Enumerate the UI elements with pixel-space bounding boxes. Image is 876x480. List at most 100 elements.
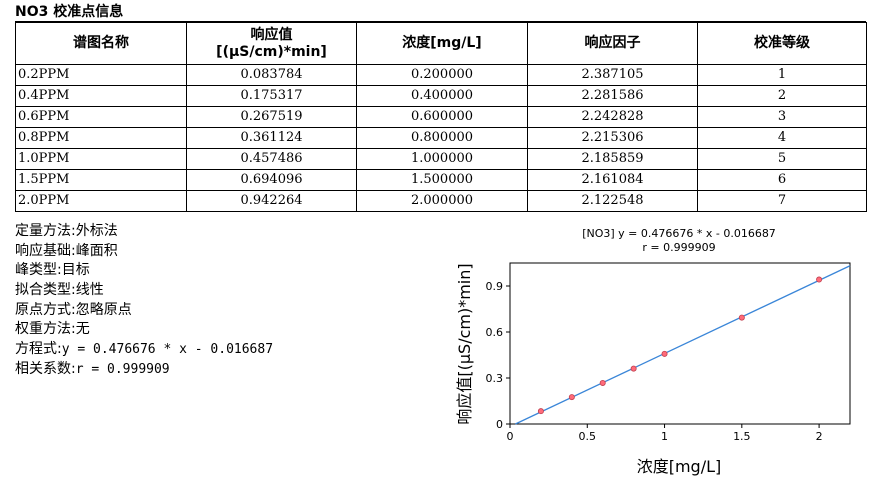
info-value: 目标: [61, 262, 90, 279]
y-axis-title: 响应值[(μS/cm)*min]: [455, 263, 474, 424]
cell-concentration: 0.800000: [356, 127, 528, 149]
cell-calibration-level: 1: [697, 64, 867, 86]
data-point: [568, 394, 575, 401]
cell-concentration: 0.600000: [356, 106, 528, 128]
y-tick-label: 0.3: [486, 372, 504, 385]
info-value: y = 0.476676 * x - 0.016687: [61, 342, 274, 358]
cell-chromatogram-name: 1.5PPM: [15, 169, 187, 191]
info-value: 忽略原点: [75, 301, 132, 318]
info-value: 线性: [75, 282, 104, 299]
cell-response: 0.361124: [186, 127, 357, 149]
table-body: 0.2PPM 0.083784 0.200000 2.387105 1 0.4PPM 0.1…: [15, 64, 867, 212]
info-fit-type: 拟合类型:线性: [15, 281, 273, 301]
calibration-curve-chart: [NO3] y = 0.476676 * x - 0.016687 r = 0.…: [455, 227, 851, 476]
x-tick-label: 0: [507, 430, 514, 443]
cell-chromatogram-name: 2.0PPM: [15, 190, 187, 212]
header-response-factor: 响应因子: [527, 22, 698, 65]
info-label: 相关系数:: [15, 360, 76, 377]
data-point: [599, 379, 606, 386]
header-response-label: 响应值: [250, 26, 293, 43]
x-tick-label: 2: [816, 430, 823, 443]
calibration-info: 定量方法:外标法 响应基础:峰面积 峰类型:目标 拟合类型:线性 原点方式:忽略…: [15, 222, 273, 380]
cell-concentration: 0.400000: [356, 85, 528, 107]
info-label: 原点方式:: [15, 301, 76, 318]
cell-calibration-level: 4: [697, 127, 867, 149]
data-point: [738, 314, 745, 321]
cell-chromatogram-name: 0.2PPM: [15, 64, 187, 86]
plot-frame: [509, 262, 851, 425]
table-row: 0.6PPM 0.267519 0.600000 2.242828 3: [15, 106, 867, 128]
x-tick-label: 0.5: [579, 430, 597, 443]
x-axis-title: 浓度[mg/L]: [637, 457, 722, 476]
fit-line: [515, 265, 851, 425]
cell-response: 0.267519: [186, 106, 357, 128]
header-response: 响应值 [(μS/cm)*min]: [186, 22, 357, 65]
info-value: 峰面积: [75, 242, 118, 259]
header-response-unit: [(μS/cm)*min]: [216, 43, 327, 60]
info-label: 峰类型:: [15, 262, 62, 279]
info-value: 无: [75, 321, 90, 338]
cell-calibration-level: 2: [697, 85, 867, 107]
data-point: [816, 276, 823, 283]
cell-chromatogram-name: 1.0PPM: [15, 148, 187, 170]
cell-response-factor: 2.185859: [527, 148, 698, 170]
y-tick-label: 0.9: [486, 280, 504, 293]
info-equation: 方程式:y = 0.476676 * x - 0.016687: [15, 340, 273, 360]
header-calibration-level: 校准等级: [697, 22, 867, 65]
cell-response-factor: 2.215306: [527, 127, 698, 149]
y-tick-label: 0.6: [486, 326, 504, 339]
info-weighting: 权重方法:无: [15, 320, 273, 340]
y-tick-label: 0: [496, 418, 503, 431]
info-value: 外标法: [75, 223, 118, 239]
info-label: 拟合类型:: [15, 282, 76, 299]
header-concentration: 浓度[mg/L]: [356, 22, 528, 65]
cell-calibration-level: 6: [697, 169, 867, 191]
cell-concentration: 1.000000: [356, 148, 528, 170]
cell-calibration-level: 7: [697, 190, 867, 212]
cell-response-factor: 2.122548: [527, 190, 698, 212]
x-tick-label: 1: [661, 430, 668, 443]
chart-title: [NO3] y = 0.476676 * x - 0.016687: [582, 227, 776, 240]
cell-calibration-level: 3: [697, 106, 867, 128]
table-row: 0.8PPM 0.361124 0.800000 2.215306 4: [15, 127, 867, 149]
info-peak-type: 峰类型:目标: [15, 261, 273, 281]
cell-concentration: 1.500000: [356, 169, 528, 191]
table-row: 0.4PPM 0.175317 0.400000 2.281586 2: [15, 85, 867, 107]
table-header-row: 谱图名称 响应值 [(μS/cm)*min] 浓度[mg/L] 响应因子 校准等…: [15, 22, 867, 65]
cell-concentration: 2.000000: [356, 190, 528, 212]
table-row: 0.2PPM 0.083784 0.200000 2.387105 1: [15, 64, 867, 86]
cell-concentration: 0.200000: [356, 64, 528, 86]
page-title: NO3 校准点信息: [15, 4, 124, 20]
cell-chromatogram-name: 0.4PPM: [15, 85, 187, 107]
info-label: 方程式:: [15, 341, 62, 358]
calibration-table: 谱图名称 响应值 [(μS/cm)*min] 浓度[mg/L] 响应因子 校准等…: [15, 22, 867, 212]
chart-subtitle: r = 0.999909: [642, 241, 715, 254]
cell-chromatogram-name: 0.8PPM: [15, 127, 187, 149]
cell-response-factor: 2.242828: [527, 106, 698, 128]
info-correlation: 相关系数:r = 0.999909: [15, 360, 273, 380]
cell-response-factor: 2.387105: [527, 64, 698, 86]
info-label: 定量方法:: [15, 223, 76, 239]
info-value: r = 0.999909: [75, 361, 170, 377]
info-response-basis: 响应基础:峰面积: [15, 242, 273, 262]
data-point: [661, 350, 668, 357]
cell-response: 0.083784: [186, 64, 357, 86]
table-row: 1.0PPM 0.457486 1.000000 2.185859 5: [15, 148, 867, 170]
cell-response-factor: 2.161084: [527, 169, 698, 191]
cell-response-factor: 2.281586: [527, 85, 698, 107]
table-row: 2.0PPM 0.942264 2.000000 2.122548 7: [15, 190, 867, 212]
cell-calibration-level: 5: [697, 148, 867, 170]
cell-response: 0.457486: [186, 148, 357, 170]
cell-chromatogram-name: 0.6PPM: [15, 106, 187, 128]
info-quant-method: 定量方法:外标法: [15, 222, 273, 242]
plot-area: 0 0.5 1 1.5 2 0 0.3 0.6 0.9: [486, 262, 851, 443]
table-row: 1.5PPM 0.694096 1.500000 2.161084 6: [15, 169, 867, 191]
title-underline: [15, 21, 866, 22]
info-label: 响应基础:: [15, 242, 76, 259]
x-tick-label: 1.5: [733, 430, 751, 443]
info-origin: 原点方式:忽略原点: [15, 301, 273, 321]
data-point: [630, 365, 637, 372]
cell-response: 0.175317: [186, 85, 357, 107]
data-point: [537, 408, 544, 415]
cell-response: 0.942264: [186, 190, 357, 212]
